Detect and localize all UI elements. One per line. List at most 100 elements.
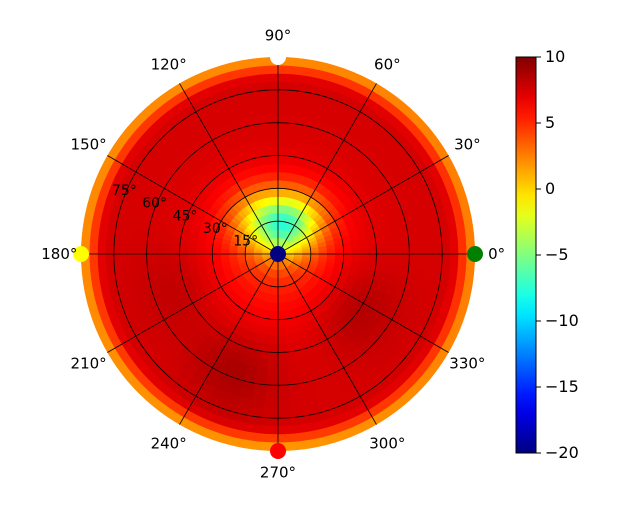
heat-cell [277, 212, 282, 222]
heat-cell [154, 242, 164, 255]
heat-cell [267, 138, 279, 149]
heat-cell [269, 335, 279, 345]
heat-cell [228, 249, 238, 255]
heat-cell [212, 247, 222, 255]
heat-cell [256, 366, 269, 377]
heat-cell [286, 139, 299, 150]
angular-tick-label: 120° [151, 56, 187, 74]
heat-cell [287, 131, 300, 142]
heat-cell [105, 238, 115, 255]
heat-cell [262, 417, 279, 427]
heat-cell [162, 243, 173, 255]
heat-cell [257, 358, 270, 369]
heat-cell [416, 253, 427, 268]
heat-cell [171, 262, 182, 273]
heat-cell [277, 171, 286, 181]
heat-cell [267, 359, 279, 370]
heat-cell [277, 163, 287, 173]
heat-cell [284, 163, 295, 174]
heat-cell [334, 258, 344, 266]
heat-cell [203, 253, 213, 261]
heat-cell [277, 138, 289, 149]
heat-cell [121, 253, 132, 268]
heat-cell [270, 327, 279, 337]
heat-cell [179, 236, 190, 247]
heat-cell [271, 319, 279, 329]
heat-cell [220, 248, 230, 255]
heat-cell [383, 243, 394, 255]
heat-cell [408, 241, 418, 255]
angular-tick-label: 300° [369, 434, 405, 452]
marker-point [270, 49, 286, 65]
heat-cell [277, 359, 289, 370]
heat-cell [277, 179, 285, 189]
heat-cell [374, 262, 385, 273]
heat-cell [277, 409, 293, 419]
heat-cell [318, 253, 328, 259]
heat-cell [433, 239, 443, 255]
angular-gridline [277, 253, 449, 353]
angular-gridline [179, 253, 279, 425]
heat-cell [264, 392, 279, 403]
heat-cell [259, 147, 270, 158]
heat-cell [392, 242, 402, 255]
heat-cell [283, 180, 292, 190]
colorbar-tick-label: 10 [545, 47, 565, 66]
heat-cell [266, 376, 279, 386]
heat-cell [277, 368, 290, 378]
heat-cell [374, 235, 385, 246]
heat-cell [273, 294, 279, 304]
colorbar: 10 5 0 −5 −10 −15 −20 [515, 47, 579, 462]
heat-cell [259, 350, 270, 361]
angular-gridline [277, 83, 377, 255]
angular-tick-label: 270° [260, 464, 296, 482]
heat-cell [277, 114, 291, 124]
heat-cell [277, 319, 285, 329]
heat-cell [390, 232, 401, 245]
heat-cell [382, 262, 393, 275]
heat-cell [256, 131, 269, 142]
heat-cell [97, 237, 107, 255]
heat-cell [129, 240, 140, 255]
heat-cell [261, 334, 272, 345]
colorbar-tick-label: −5 [545, 245, 569, 264]
heat-cell [441, 253, 451, 270]
angular-tick-label: 90° [265, 26, 292, 44]
heat-cell [88, 253, 99, 271]
heat-cell [277, 204, 283, 214]
heat-cell [257, 139, 270, 150]
heat-cell [286, 350, 297, 361]
heat-cell [392, 253, 402, 266]
heat-cell [343, 253, 353, 261]
heat-cell [262, 81, 279, 91]
heat-cell [264, 318, 273, 328]
heat-cell [382, 233, 393, 246]
heat-cell [277, 417, 294, 427]
heat-cell [195, 239, 206, 248]
heat-cell [171, 235, 182, 246]
heat-cell [260, 342, 271, 353]
heat-cell [277, 64, 295, 75]
heat-cell [277, 105, 292, 116]
radial-tick-label: 15° [233, 233, 258, 249]
heat-cell [274, 278, 279, 288]
heatmap-field [81, 57, 475, 451]
angular-gridline [277, 253, 377, 425]
colorbar-tick-label: 5 [545, 113, 555, 132]
heat-cell [263, 326, 272, 337]
tick-labels: 0° 30° 60° 90° 120° 150° 180° 210° 240° 270° 300° 3… [41, 26, 505, 481]
heat-cell [244, 250, 254, 255]
heat-cell [265, 114, 279, 124]
heat-cell [390, 263, 401, 276]
colorbar-tick-label: −15 [545, 377, 579, 396]
heat-cell [457, 253, 468, 271]
heat-cell [302, 253, 312, 258]
heat-cell [277, 97, 292, 108]
angular-tick-label: 0° [488, 245, 505, 263]
heat-cell [269, 155, 279, 165]
heat-cell [277, 351, 288, 362]
heat-cell [277, 384, 291, 394]
heat-cell [367, 245, 377, 255]
heat-cell [271, 179, 279, 189]
